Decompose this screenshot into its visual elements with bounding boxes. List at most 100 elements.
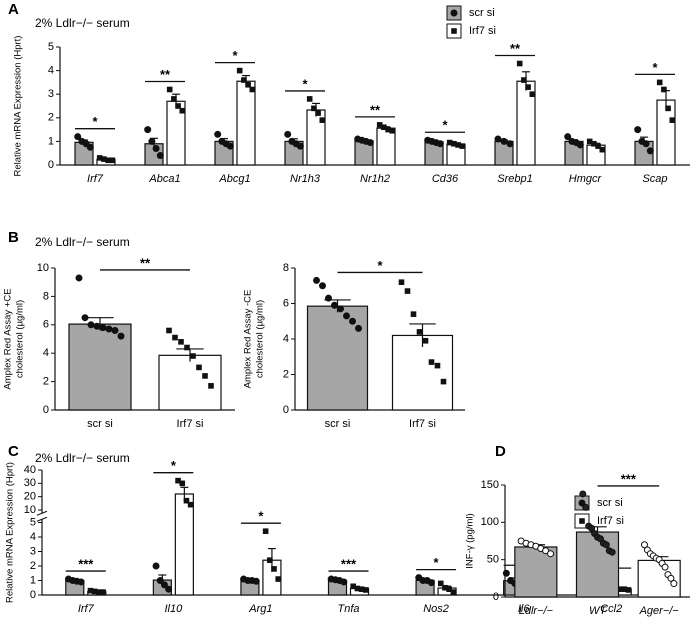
data-point	[434, 362, 441, 369]
x-tick-label: Ager−/−	[639, 605, 680, 617]
data-point	[190, 353, 196, 359]
data-point	[450, 589, 457, 595]
significance-label: *	[302, 76, 308, 91]
data-point	[602, 541, 610, 549]
data-point	[422, 337, 429, 344]
data-point	[156, 152, 164, 160]
data-point	[376, 122, 383, 128]
data-point	[358, 586, 365, 592]
data-point	[275, 576, 282, 582]
data-point	[81, 314, 89, 322]
data-point	[252, 577, 260, 585]
data-point	[152, 144, 160, 152]
x-tick-label: Nos2	[423, 603, 449, 615]
data-point	[381, 124, 387, 131]
data-point	[436, 140, 444, 148]
data-point	[325, 294, 332, 302]
x-tick-label: WT	[589, 605, 607, 617]
data-point	[599, 146, 606, 153]
y-tick-label: 8	[283, 262, 289, 274]
data-point	[152, 562, 160, 570]
significance-label: **	[160, 67, 171, 82]
y-tick-label: 1	[30, 574, 36, 586]
y-axis-label: Relative mRNA Expression (Hprt)	[13, 36, 24, 177]
data-point	[175, 477, 181, 484]
data-point	[96, 589, 102, 595]
data-point	[156, 577, 164, 584]
panel-label: B	[8, 229, 19, 246]
bar	[236, 80, 256, 166]
data-point	[634, 126, 642, 134]
data-point	[410, 311, 417, 317]
data-point	[172, 334, 178, 341]
y-tick-label: 10	[37, 262, 49, 274]
data-point	[105, 157, 111, 164]
y-tick-label: 2	[48, 112, 54, 124]
y-tick-label: 50	[487, 554, 499, 566]
y-axis-label: cholesterol (µg/ml)	[15, 300, 26, 378]
data-point	[588, 524, 596, 532]
x-tick-label: Abcg1	[218, 173, 250, 185]
data-point	[547, 550, 555, 558]
data-point	[446, 586, 452, 592]
data-point	[226, 142, 234, 150]
y-tick-label: 2	[283, 368, 289, 380]
data-point	[440, 378, 447, 385]
y-tick-label: 3	[48, 88, 54, 100]
bar	[158, 354, 222, 411]
subtitle: 2% Ldlr−/− serum	[35, 451, 130, 465]
data-point	[625, 587, 632, 593]
data-point	[500, 137, 508, 145]
data-point	[166, 86, 173, 93]
data-point	[337, 305, 344, 313]
data-point	[389, 127, 396, 134]
data-point	[196, 364, 202, 371]
data-point	[591, 140, 597, 147]
data-point	[99, 324, 107, 332]
data-point	[87, 321, 95, 329]
bar	[306, 305, 369, 411]
significance-label: *	[377, 258, 383, 273]
x-tick-label: Irf7	[78, 603, 95, 615]
y-tick-label: 2	[30, 560, 36, 572]
data-point	[640, 541, 648, 549]
y-tick-label: 8	[43, 290, 49, 302]
data-point	[87, 587, 94, 594]
data-point	[398, 279, 405, 285]
x-tick-label: Tnfa	[337, 603, 359, 615]
data-point	[208, 383, 214, 389]
y-tick-label: 10	[24, 504, 36, 516]
data-point	[166, 327, 172, 334]
data-point	[311, 105, 317, 112]
panel-label: C	[8, 443, 19, 460]
significance-label: *	[171, 458, 177, 473]
y-tick-label: 6	[283, 297, 289, 309]
data-point	[437, 580, 444, 587]
data-point	[100, 589, 106, 595]
data-point	[451, 140, 457, 147]
y-tick-label: 6	[43, 319, 49, 331]
data-point	[579, 490, 587, 498]
x-tick-label: Scap	[642, 173, 667, 185]
y-axis-label: Amplex Red Assay +CE	[3, 288, 14, 389]
data-point	[350, 583, 356, 590]
x-tick-label: Abca1	[148, 173, 180, 185]
data-point	[271, 566, 277, 572]
data-point	[75, 274, 83, 282]
data-point	[148, 137, 156, 145]
y-tick-label: 30	[24, 477, 36, 489]
data-point	[111, 326, 119, 334]
legend-marker	[450, 9, 458, 17]
data-point	[502, 569, 510, 577]
data-point	[93, 322, 101, 330]
x-tick-label: scr si	[87, 418, 113, 430]
bar	[575, 531, 620, 598]
data-point	[183, 497, 190, 504]
y-tick-label: 0	[43, 404, 49, 416]
data-point	[86, 143, 94, 151]
data-point	[179, 107, 186, 114]
data-point	[404, 288, 411, 294]
data-point	[494, 135, 502, 143]
subtitle: 2% Ldlr−/− serum	[35, 235, 130, 249]
data-point	[343, 312, 350, 320]
